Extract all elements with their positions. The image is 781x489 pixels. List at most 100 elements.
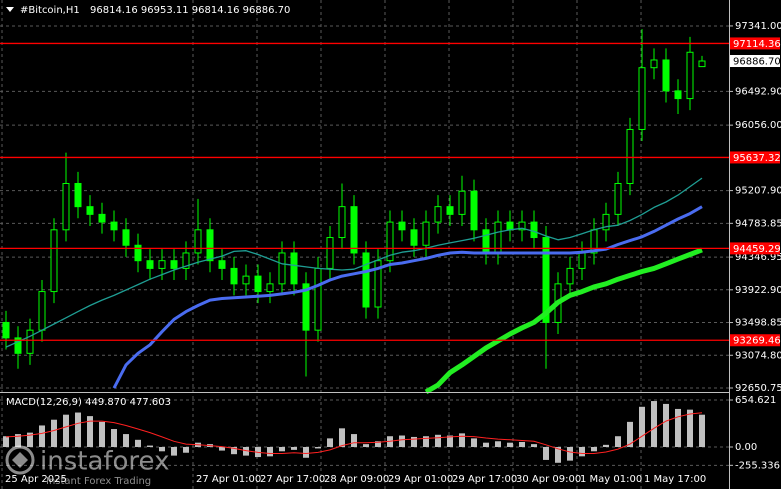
histogram-bar [183,446,189,453]
histogram-bar [579,446,585,457]
moving-average [424,247,703,395]
candle-body [26,329,34,354]
level-label-box [730,37,780,50]
histogram-bar [543,446,549,460]
candle-body [302,283,310,331]
histogram-bar [699,414,705,447]
histogram-bar [423,436,429,447]
histogram-bar [315,446,321,449]
level-label-box [730,334,780,347]
histogram-bar [483,442,489,447]
histogram-bar [507,442,513,447]
ohlc-readout: 96814.16 96953.11 96814.16 96886.70 [90,5,290,16]
y-tick-label: 654.621 [735,395,776,406]
candle-body [662,59,670,92]
histogram-bar [375,441,381,447]
candle-body [98,213,106,223]
x-tick-label: 28 Apr 09:00 [324,474,389,485]
level-label: 94459.29 [733,244,781,255]
y-tick-label: 93922.90 [735,285,781,296]
histogram-bar [111,429,117,447]
histogram-bar [531,444,537,447]
level-label-box [730,242,780,255]
candle-body [14,337,22,354]
candle-body [254,275,262,293]
candle-body [386,221,394,262]
menu-arrow[interactable] [6,7,14,12]
candle-body [86,206,94,215]
histogram-bar [555,446,561,463]
candle-body [434,206,442,223]
y-tick-label: 94346.95 [735,252,781,263]
histogram-bar [603,444,609,447]
candle-body [74,182,82,208]
x-tick-label: 1 May 01:00 [580,474,642,485]
level-label: 93269.46 [733,336,781,347]
histogram-bar [615,436,621,447]
signal-line [5,412,703,455]
candle-body [530,221,538,239]
candle-body [326,237,334,269]
histogram-bar [171,446,177,456]
histogram-bar [267,446,273,457]
histogram-bar [351,434,357,447]
candle-body [38,291,46,331]
x-tick-label: 1 May 17:00 [644,474,706,485]
histogram-bar [687,409,693,447]
histogram-bar [663,403,669,447]
candle-body [230,267,238,285]
candle-body [50,229,58,293]
histogram-bar [159,446,165,452]
candle-body [602,213,610,231]
x-tick-label: 27 Apr 17:00 [260,474,325,485]
candle-body [350,206,358,254]
candle-body [686,51,694,100]
candle-body [506,221,514,231]
labels: 97341.00 96492.90 96056.00 95207.90 94783.85… [5,21,781,485]
x-tick-label: 30 Apr 09:00 [516,474,581,485]
histogram-bar [27,432,33,447]
price-label: 96886.70 [733,57,781,68]
x-tick-label: 27 Apr 01:00 [196,474,261,485]
histogram-bar [279,446,285,452]
y-tick-label: -255.336 [735,460,780,471]
candle-body [626,128,634,184]
histogram-bar [627,421,633,447]
watermark-icon [5,445,35,475]
candle-body [110,221,118,231]
candle-body [314,267,322,331]
histogram-bar [243,446,249,456]
y-tick-label: 92650.75 [735,383,781,394]
price-label-box [730,55,780,68]
candle-body [446,206,454,215]
histogram-bar [591,446,597,452]
marks [0,29,729,463]
candle-body [698,60,706,68]
level-label: 97114.36 [733,39,781,50]
histogram-bar [87,416,93,447]
candle-body [398,221,406,231]
histogram-bar [99,421,105,447]
histogram-bar [219,446,225,451]
candle-body [194,229,202,254]
candle-body [410,229,418,246]
candle-body [614,182,622,215]
x-tick-label: 29 Apr 17:00 [452,474,517,485]
histogram-bar [51,419,57,447]
histogram-bar [291,446,297,450]
histogram-bar [399,435,405,447]
macd-title: MACD(12,26,9) 449.870 477.603 [6,397,171,408]
histogram-bar [231,446,237,455]
histogram-bar [675,408,681,447]
histogram-bar [567,446,573,461]
candle-body [650,59,658,69]
histogram-bar [495,441,501,447]
x-tick-label: 29 Apr 01:00 [388,474,453,485]
candle-body [242,275,250,285]
y-tick-label: 93498.85 [735,318,781,329]
candle-body [566,267,574,285]
candle-body [278,252,286,285]
y-tick-label: 93074.80 [735,350,781,361]
